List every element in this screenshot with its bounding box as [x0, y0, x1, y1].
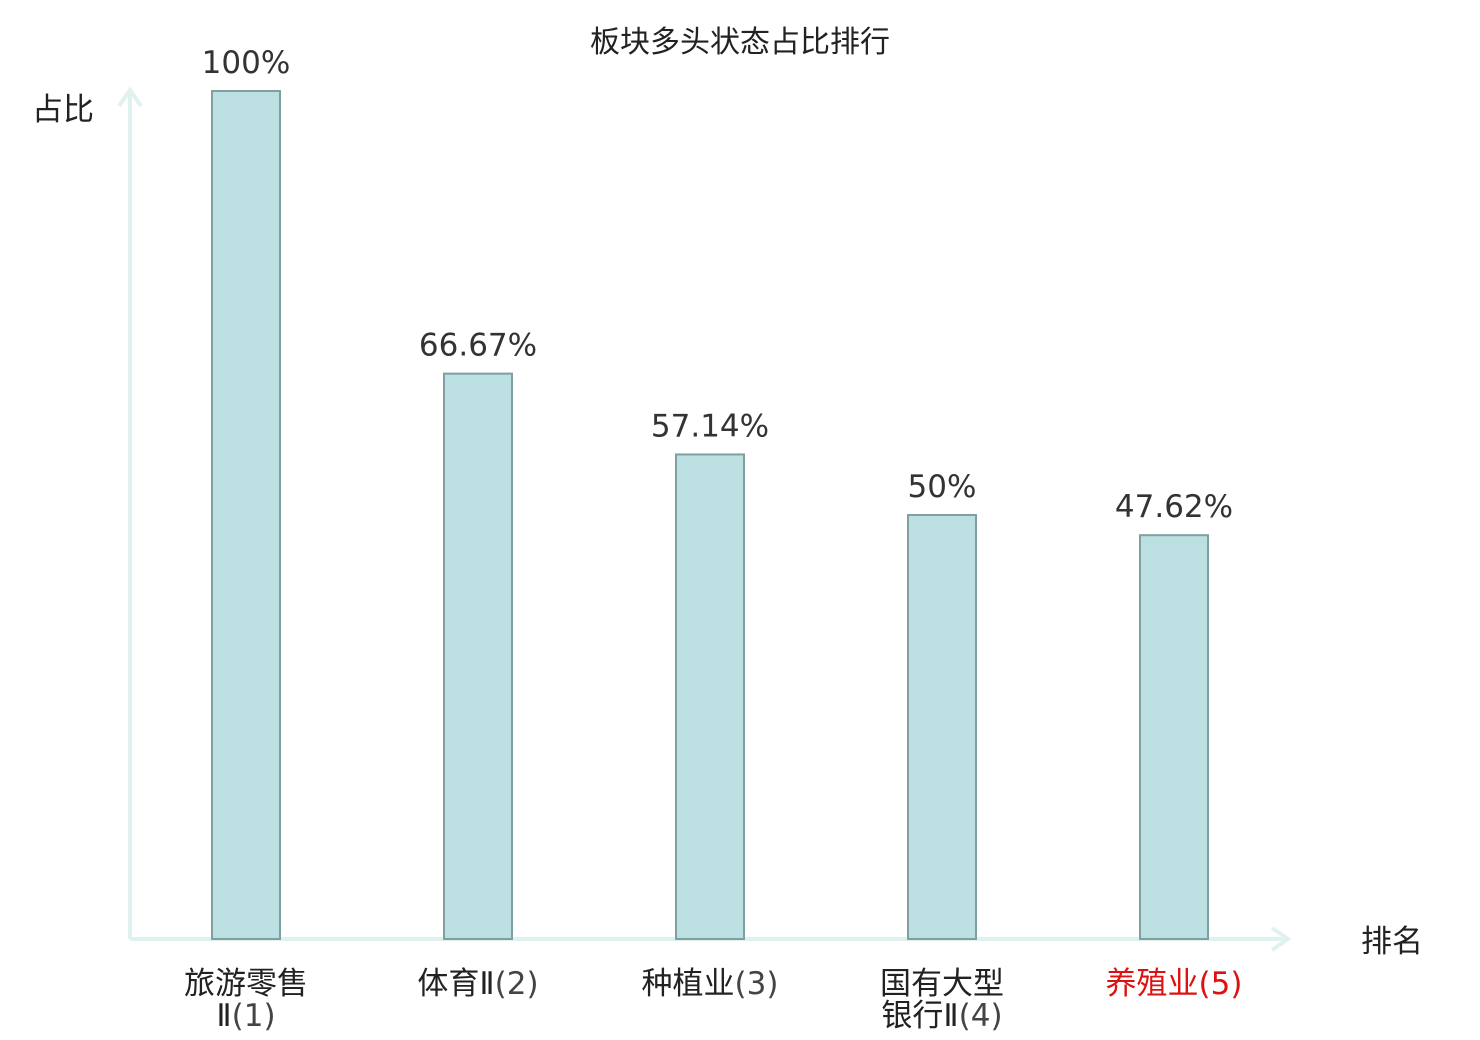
- x-axis-label: 排名: [1361, 924, 1423, 960]
- bars-group: [211, 90, 1209, 940]
- y-axis-arrow: [117, 86, 143, 108]
- data-label: 47.62%: [1115, 489, 1233, 525]
- data-label: 66.67%: [419, 328, 537, 364]
- chart-title: 板块多头状态占比排行: [590, 25, 890, 60]
- bar: [211, 90, 281, 940]
- x-tick-label: 体育Ⅱ(2): [417, 966, 538, 1002]
- x-axis-arrow: [1270, 926, 1292, 952]
- x-tick-label: Ⅱ(1): [216, 998, 275, 1034]
- bar: [1139, 534, 1209, 940]
- bar: [675, 453, 745, 940]
- data-label: 50%: [908, 469, 977, 505]
- bar: [907, 514, 977, 940]
- y-axis-label: 占比: [32, 92, 94, 128]
- value-labels-group: 100% 66.67% 57.14% 50% 47.62%: [202, 45, 1233, 525]
- bar: [443, 372, 513, 940]
- x-tick-label: 旅游零售: [184, 966, 308, 1002]
- x-tick-label: 种植业(3): [642, 966, 779, 1002]
- data-label: 100%: [202, 45, 291, 81]
- x-tick-label: 养殖业(5): [1106, 966, 1243, 1002]
- x-tick-label: 银行Ⅱ(4): [881, 998, 1002, 1034]
- data-label: 57.14%: [651, 408, 769, 444]
- x-tick-label: 国有大型: [880, 966, 1004, 1002]
